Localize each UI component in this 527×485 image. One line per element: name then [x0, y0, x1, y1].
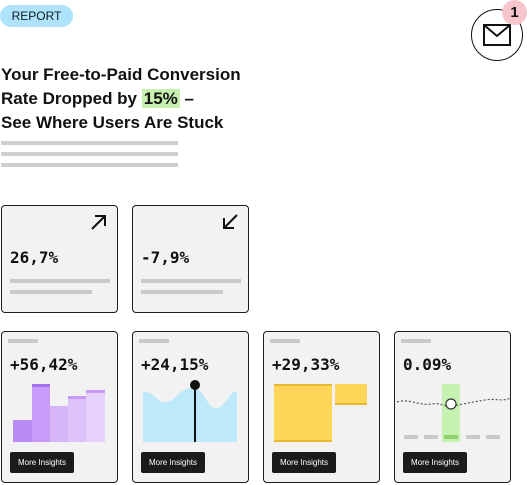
- insight-card-1: +56,42% More Insights: [1, 331, 118, 483]
- kpi-card-1: 26,7%: [1, 205, 118, 313]
- envelope-icon: [483, 24, 511, 46]
- line-chart-graphic: [396, 384, 512, 442]
- more-insights-button[interactable]: More Insights: [10, 452, 75, 473]
- area-chart-graphic: [143, 380, 237, 442]
- page-title: Your Free-to-Paid Conversion Rate Droppe…: [1, 65, 241, 132]
- insight-value: +56,42%: [10, 355, 78, 374]
- notification-count-badge: 1: [502, 0, 527, 25]
- insight-card-3: +29,33% More Insights: [263, 331, 380, 483]
- bar-chart-graphic: [13, 384, 105, 442]
- kpi-value: 26,7%: [10, 248, 59, 267]
- description-placeholder: [1, 141, 178, 174]
- insight-value: +24,15%: [141, 355, 209, 374]
- report-badge: REPORT: [0, 5, 73, 27]
- insight-value: +29,33%: [272, 355, 340, 374]
- block-chart-graphic: [274, 384, 367, 442]
- arrow-up-right-icon: [91, 215, 106, 230]
- kpi-card-2: -7,9%: [132, 205, 249, 313]
- insight-card-2: +24,15% More Insights: [132, 331, 249, 483]
- highlighted-percent: 15%: [141, 89, 180, 108]
- arrow-down-left-icon: [223, 214, 238, 229]
- kpi-value: -7,9%: [141, 248, 190, 267]
- insight-value: 0.09%: [403, 355, 452, 374]
- insight-card-4: 0.09% More Insights: [394, 331, 512, 483]
- more-insights-button[interactable]: More Insights: [403, 452, 468, 473]
- more-insights-button[interactable]: More Insights: [272, 452, 337, 473]
- more-insights-button[interactable]: More Insights: [141, 452, 206, 473]
